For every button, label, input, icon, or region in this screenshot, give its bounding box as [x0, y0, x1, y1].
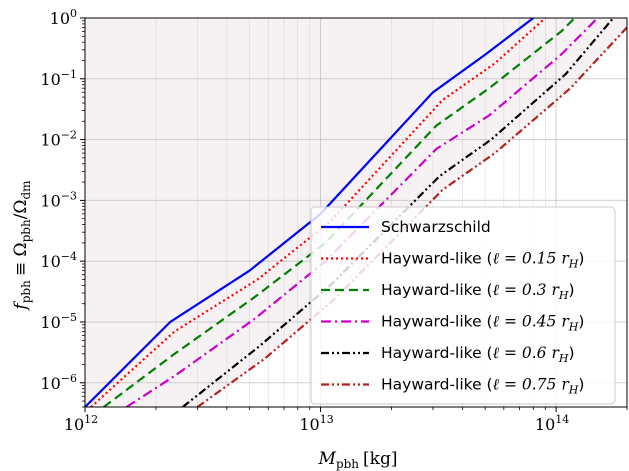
y-tick-label-4: 10−4	[40, 250, 77, 271]
legend: Schwarzschild Hayward-like (ℓ = 0.15 rH) H…	[310, 206, 616, 405]
y-label-sub2: pbh	[19, 219, 33, 242]
y-label-rest: ≡ Ω	[11, 242, 31, 276]
series-line-2	[103, 18, 576, 407]
y-label-main: f	[11, 301, 31, 312]
y-tick-label-3: 10−3	[40, 189, 77, 210]
y-tick-label-6: 10−6	[40, 372, 77, 393]
legend-label-0: Schwarzschild	[381, 218, 491, 236]
x-tick-label-0: 1012	[64, 413, 98, 434]
y-tick-label-1: 10−1	[40, 68, 77, 89]
x-axis-label: Mpbh [kg]	[318, 449, 398, 471]
y-axis-label: fpbh≡ Ωpbh/Ωdm	[11, 180, 33, 312]
y-axis-ticks: 100 10−1 10−2 10−3 10−4 10−5 10−6	[40, 7, 85, 408]
series-line-3	[125, 18, 599, 407]
y-tick-label-0: 100	[50, 7, 77, 28]
y-label-slash: /Ω	[11, 200, 31, 220]
legend-box	[310, 206, 616, 405]
x-tick-label-2: 1014	[535, 413, 569, 434]
legend-label-1: Hayward-like (ℓ = 0.15 rH)	[381, 250, 584, 271]
y-tick-label-5: 10−5	[40, 311, 77, 332]
legend-label-2: Hayward-like (ℓ = 0.3 rH)	[381, 281, 575, 302]
y-label-sub: pbh	[19, 280, 33, 303]
y-label-sub3: dm	[19, 180, 33, 200]
legend-label-3: Hayward-like (ℓ = 0.45 rH)	[381, 313, 584, 334]
x-label-unit: [kg]	[363, 449, 397, 469]
x-label-main: M	[318, 449, 337, 469]
y-tick-label-2: 10−2	[40, 129, 77, 150]
plot-frame	[84, 17, 628, 408]
x-label-sub: pbh	[336, 457, 359, 471]
legend-label-5: Hayward-like (ℓ = 0.75 rH)	[381, 376, 584, 397]
series-line-4	[182, 18, 615, 407]
x-tick-label-1: 1013	[299, 413, 333, 434]
x-axis-ticks: 1012 1013 1014	[64, 407, 628, 434]
legend-label-4: Hayward-like (ℓ = 0.6 rH)	[381, 344, 575, 365]
